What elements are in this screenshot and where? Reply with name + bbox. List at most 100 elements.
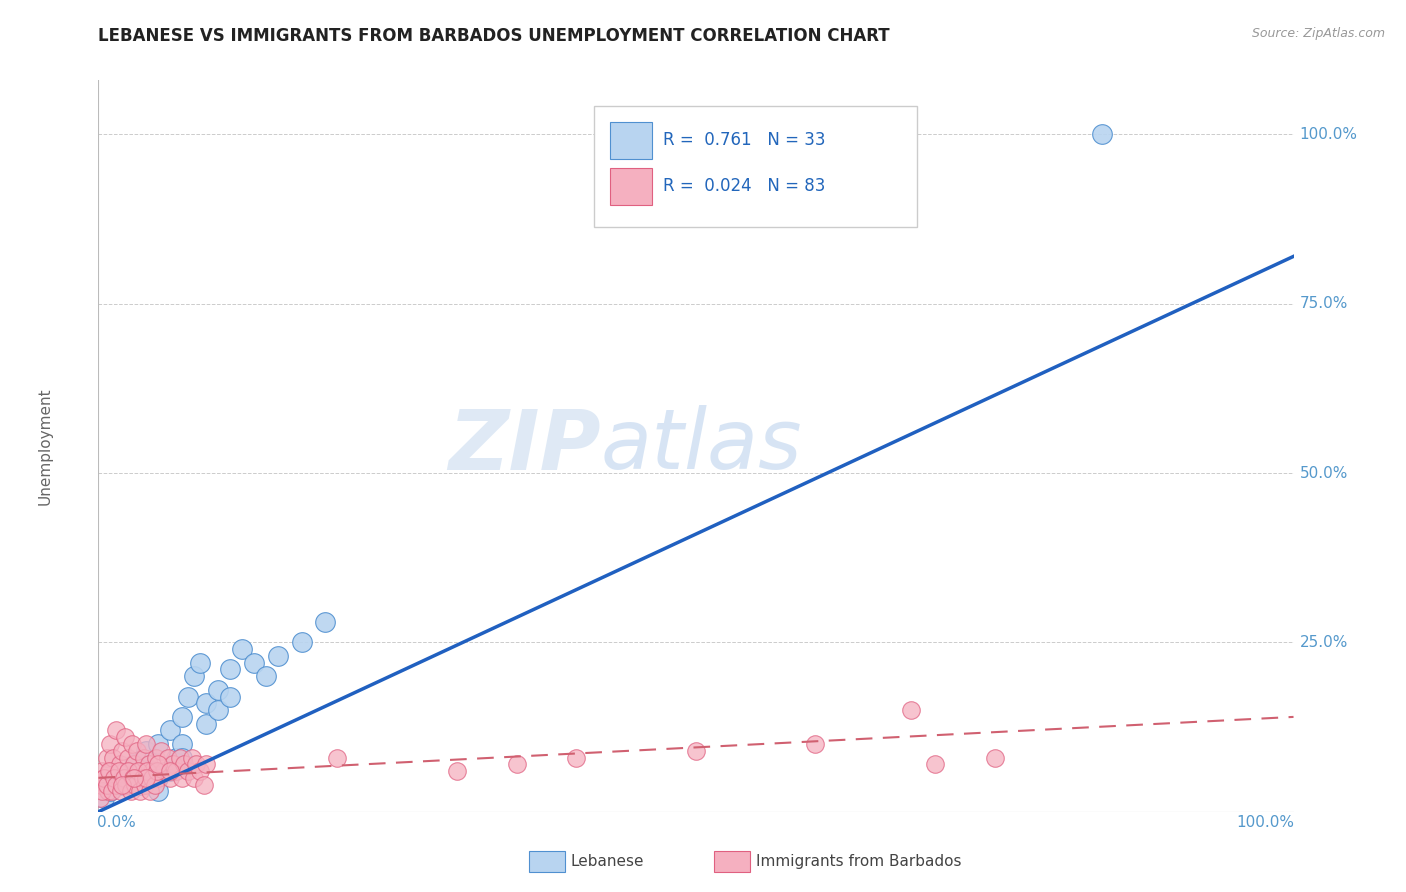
Point bbox=[141, 771, 163, 785]
Point bbox=[146, 764, 169, 778]
Point bbox=[565, 750, 588, 764]
Point bbox=[134, 778, 156, 792]
Point bbox=[111, 778, 134, 792]
Point bbox=[124, 771, 146, 785]
Point bbox=[506, 757, 529, 772]
Text: Unemployment: Unemployment bbox=[37, 387, 52, 505]
Point bbox=[91, 764, 114, 778]
Point bbox=[804, 737, 827, 751]
Point bbox=[117, 771, 139, 785]
Point bbox=[107, 764, 129, 778]
Point bbox=[148, 784, 170, 798]
FancyBboxPatch shape bbox=[610, 168, 652, 204]
Point bbox=[153, 764, 176, 778]
Point bbox=[117, 764, 139, 778]
Point bbox=[162, 757, 184, 772]
Point bbox=[93, 771, 115, 785]
Point bbox=[231, 642, 253, 657]
Point bbox=[110, 784, 132, 798]
Point bbox=[180, 750, 202, 764]
Point bbox=[172, 771, 194, 785]
Point bbox=[122, 771, 145, 785]
Point bbox=[96, 778, 118, 792]
Point bbox=[141, 764, 163, 778]
Point bbox=[169, 750, 191, 764]
Point bbox=[177, 690, 200, 704]
Point bbox=[143, 778, 166, 792]
FancyBboxPatch shape bbox=[714, 851, 749, 871]
Point bbox=[194, 716, 217, 731]
Point bbox=[120, 784, 142, 798]
Point bbox=[145, 750, 167, 764]
Point bbox=[159, 771, 181, 785]
Point bbox=[900, 703, 922, 717]
Point bbox=[117, 750, 139, 764]
Point bbox=[165, 750, 187, 764]
Point bbox=[131, 771, 153, 785]
Point bbox=[159, 764, 181, 778]
Point bbox=[135, 737, 157, 751]
Point bbox=[114, 730, 136, 744]
Point bbox=[1091, 128, 1114, 142]
Point bbox=[138, 757, 160, 772]
Text: 75.0%: 75.0% bbox=[1299, 296, 1348, 311]
Point bbox=[177, 764, 200, 778]
Text: 25.0%: 25.0% bbox=[1299, 635, 1348, 650]
Text: Lebanese: Lebanese bbox=[571, 854, 644, 869]
Point bbox=[149, 744, 172, 758]
Text: R =  0.024   N = 83: R = 0.024 N = 83 bbox=[662, 178, 825, 195]
Text: Immigrants from Barbados: Immigrants from Barbados bbox=[756, 854, 962, 869]
Point bbox=[194, 697, 217, 711]
Point bbox=[90, 778, 112, 792]
Point bbox=[117, 764, 139, 778]
FancyBboxPatch shape bbox=[610, 122, 652, 159]
Text: 50.0%: 50.0% bbox=[1299, 466, 1348, 481]
Point bbox=[207, 682, 229, 697]
Point bbox=[124, 757, 146, 772]
FancyBboxPatch shape bbox=[595, 106, 917, 227]
Point bbox=[188, 656, 211, 670]
Point bbox=[93, 791, 115, 805]
Point bbox=[124, 757, 146, 772]
Point bbox=[135, 771, 157, 785]
Text: Source: ZipAtlas.com: Source: ZipAtlas.com bbox=[1251, 27, 1385, 40]
Text: LEBANESE VS IMMIGRANTS FROM BARBADOS UNEMPLOYMENT CORRELATION CHART: LEBANESE VS IMMIGRANTS FROM BARBADOS UNE… bbox=[98, 27, 890, 45]
Point bbox=[290, 635, 312, 649]
Point bbox=[148, 757, 170, 772]
Point bbox=[446, 764, 468, 778]
Point bbox=[127, 764, 149, 778]
Point bbox=[156, 750, 179, 764]
Point bbox=[89, 791, 111, 805]
Point bbox=[183, 669, 205, 683]
Point bbox=[194, 757, 217, 772]
Point bbox=[101, 750, 124, 764]
Point bbox=[172, 710, 194, 724]
Point bbox=[111, 744, 134, 758]
Point bbox=[135, 744, 157, 758]
Point bbox=[139, 784, 162, 798]
Point bbox=[105, 778, 128, 792]
Point bbox=[165, 764, 187, 778]
Point bbox=[93, 771, 115, 785]
Point bbox=[188, 764, 211, 778]
Point bbox=[103, 771, 125, 785]
Point bbox=[111, 771, 134, 785]
Point bbox=[96, 750, 118, 764]
FancyBboxPatch shape bbox=[529, 851, 565, 871]
Point bbox=[124, 771, 146, 785]
Text: 100.0%: 100.0% bbox=[1299, 127, 1358, 142]
Point bbox=[173, 757, 195, 772]
Point bbox=[243, 656, 266, 670]
Point bbox=[186, 757, 208, 772]
Text: ZIP: ZIP bbox=[447, 406, 600, 486]
Text: atlas: atlas bbox=[600, 406, 801, 486]
Point bbox=[132, 750, 155, 764]
Point bbox=[100, 784, 122, 798]
Point bbox=[125, 744, 148, 758]
Point bbox=[159, 764, 181, 778]
Point bbox=[924, 757, 946, 772]
Point bbox=[326, 750, 349, 764]
Point bbox=[254, 669, 277, 683]
Point bbox=[111, 778, 134, 792]
Point bbox=[105, 778, 128, 792]
